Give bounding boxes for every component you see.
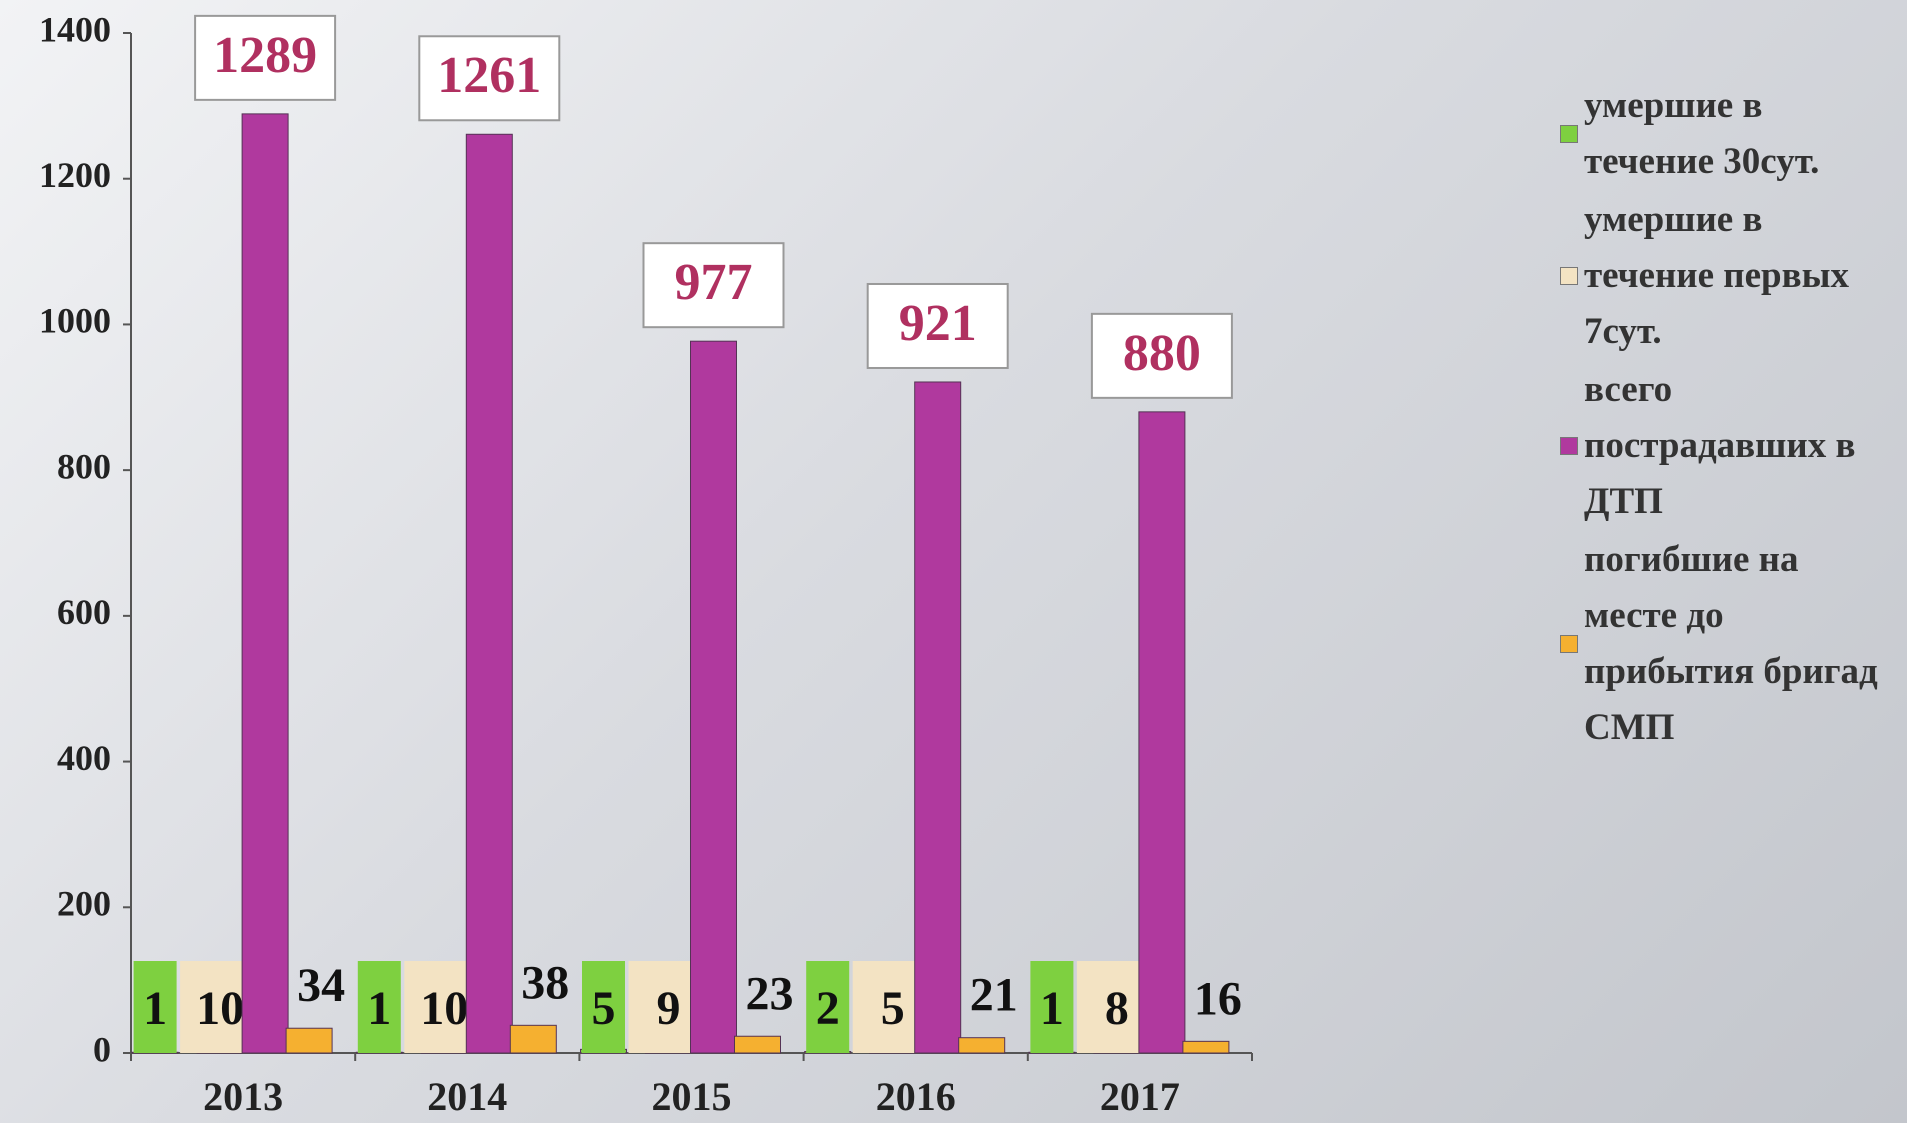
legend-item: всего пострадавших в ДТП [1560,362,1900,530]
data-label: 921 [899,295,977,352]
y-tick-label: 400 [57,738,111,778]
data-label: 1 [143,982,167,1035]
label-box [357,961,401,1053]
legend-swatch [1560,125,1578,143]
legend-item: умершие в течение 30сут. [1560,78,1900,190]
label-box [582,961,625,1053]
data-label: 2 [816,982,840,1035]
legend-label: всего пострадавших в ДТП [1584,369,1856,522]
bar [285,1027,333,1054]
x-tick-label: 2013 [203,1074,283,1119]
bar [690,340,737,1054]
y-tick-label: 1400 [39,9,111,49]
data-label: 880 [1123,325,1201,382]
x-tick-label: 2014 [427,1074,507,1119]
y-tick-label: 1000 [39,301,111,341]
data-label: 38 [521,956,569,1009]
data-label: 10 [420,982,468,1035]
data-label: 9 [657,982,681,1035]
bar [1138,411,1186,1054]
label-box [133,961,177,1053]
data-label: 1261 [437,47,541,104]
x-tick-label: 2015 [652,1074,732,1119]
data-label: 34 [297,959,345,1012]
bar [914,381,962,1054]
y-tick-label: 800 [57,446,111,486]
y-tick-label: 600 [57,592,111,632]
x-tick-label: 2016 [876,1074,956,1119]
bar [1182,1040,1230,1054]
legend-label: умершие в течение первых 7сут. [1584,199,1849,352]
bar [958,1037,1006,1054]
data-label: 977 [675,254,753,311]
label-box [866,282,1009,369]
legend-label: погибшие на месте до прибытия бригад СМП [1584,539,1878,748]
bar [465,133,513,1054]
data-label: 21 [970,969,1018,1022]
bar [509,1024,557,1054]
legend-swatch [1560,635,1578,653]
data-label: 8 [1105,982,1129,1035]
label-box [806,961,850,1053]
legend-item: умершие в течение первых 7сут. [1560,192,1900,360]
y-tick-label: 1200 [39,155,111,195]
label-box [418,35,561,122]
y-tick-label: 0 [93,1029,111,1069]
data-label: 5 [881,982,905,1035]
legend-label: умершие в течение 30сут. [1584,85,1820,182]
y-tick-label: 200 [57,884,111,924]
label-box [1090,312,1233,399]
label-box [642,242,785,329]
data-label: 1289 [213,27,317,84]
bar [734,1035,781,1054]
data-label: 10 [196,982,244,1035]
data-label: 23 [746,967,794,1020]
legend: умершие в течение 30сут. умершие в течени… [1560,78,1900,758]
legend-item: погибшие на месте до прибытия бригад СМП [1560,532,1900,756]
x-tick-label: 2017 [1100,1074,1180,1119]
legend-swatch [1560,267,1578,285]
bar [241,113,289,1054]
data-label: 1 [367,982,391,1035]
legend-swatch [1560,437,1578,455]
label-box [194,14,337,101]
data-label: 1 [1040,982,1064,1035]
label-box [1030,961,1074,1053]
data-label: 5 [592,982,616,1035]
data-label: 16 [1194,972,1242,1025]
